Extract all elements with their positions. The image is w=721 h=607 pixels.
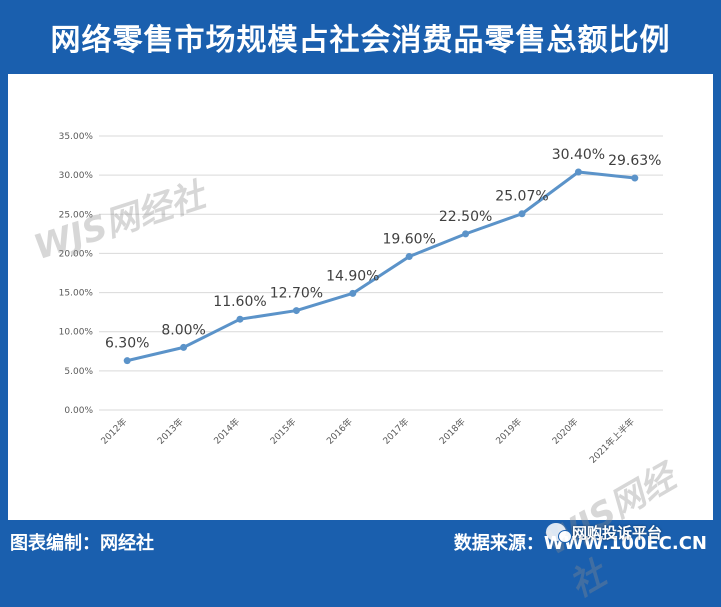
- data-label: 11.60%: [213, 294, 266, 310]
- footer-source-label: 数据来源：WWW.100EC.CN: [453, 533, 707, 554]
- data-point: [631, 174, 639, 182]
- x-tick-label: 2012年: [98, 416, 129, 447]
- data-label: 29.63%: [608, 153, 661, 169]
- x-tick-label: 2020年: [549, 416, 580, 447]
- x-tick-label: 2013年: [155, 416, 186, 447]
- data-point: [574, 168, 582, 176]
- data-point: [292, 307, 300, 315]
- data-point: [462, 230, 470, 238]
- x-tick-label: 2021年上半年: [587, 416, 637, 466]
- y-tick-label: 25.00%: [59, 210, 94, 220]
- footer-bar: 图表编制：网经社 数据来源：WWW.100EC.CN: [0, 520, 721, 562]
- data-point: [236, 315, 244, 323]
- data-point: [180, 343, 188, 351]
- data-label: 30.40%: [552, 147, 605, 163]
- x-tick-label: 2019年: [493, 416, 524, 447]
- wechat-icon: [546, 523, 572, 543]
- y-tick-label: 20.00%: [59, 249, 94, 259]
- line-chart: 0.00% 5.00% 10.00% 15.00% 20.00% 25.00% 30.00%…: [59, 132, 663, 466]
- data-label: 25.07%: [495, 189, 548, 205]
- x-tick-label: 2017年: [380, 416, 411, 447]
- y-tick-label: 10.00%: [59, 328, 94, 338]
- data-label: 8.00%: [161, 322, 205, 338]
- x-tick-label: 2015年: [267, 416, 298, 447]
- y-tick-label: 35.00%: [59, 132, 94, 142]
- data-label: 6.30%: [105, 336, 149, 352]
- series-line: [125, 170, 637, 363]
- y-tick-label: 15.00%: [59, 289, 94, 299]
- data-point: [518, 210, 526, 218]
- footer-compiler-label: 图表编制：网经社: [10, 533, 154, 554]
- data-point: [123, 357, 131, 365]
- wechat-account-label: 网购投诉平台: [572, 523, 663, 542]
- data-point: [405, 253, 413, 261]
- x-tick-label: 2016年: [324, 416, 355, 447]
- data-point: [349, 289, 357, 297]
- chart-panel: 0.00% 5.00% 10.00% 15.00% 20.00% 25.00% 30.00%…: [8, 74, 713, 606]
- x-tick-label: 2018年: [437, 416, 468, 447]
- data-label: 12.70%: [270, 286, 323, 302]
- x-tick-label: 2014年: [211, 416, 242, 447]
- page-title: 网络零售市场规模占社会消费品零售总额比例: [50, 23, 671, 58]
- chart-title-bar: 网络零售市场规模占社会消费品零售总额比例: [0, 0, 721, 74]
- y-tick-label: 30.00%: [59, 171, 94, 181]
- data-label: 14.90%: [326, 268, 379, 284]
- y-tick-label: 0.00%: [64, 406, 93, 416]
- data-label: 19.60%: [383, 232, 436, 248]
- wechat-badge: 网购投诉平台: [546, 519, 716, 545]
- data-label: 22.50%: [439, 209, 492, 225]
- y-tick-label: 5.00%: [64, 367, 93, 377]
